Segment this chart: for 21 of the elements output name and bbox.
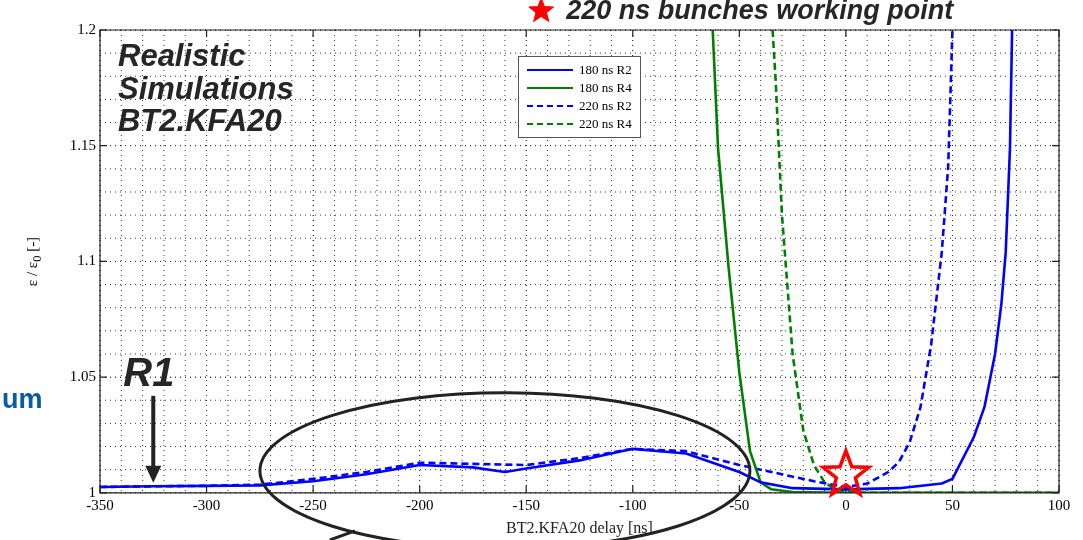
text: 220 ns bunches working point	[566, 0, 954, 25]
x-tick-label: -100	[619, 496, 647, 513]
y-tick-label: 1.1	[77, 252, 96, 269]
x-tick-label: -150	[512, 496, 540, 513]
x-tick-label: 0	[842, 496, 850, 513]
legend-label: 220 ns R4	[579, 116, 632, 132]
y-tick-label: 1.15	[69, 136, 96, 153]
x-tick-label: -300	[192, 496, 221, 513]
legend-label: 180 ns R2	[579, 62, 632, 78]
legend-label: 220 ns R2	[579, 98, 632, 114]
x-tick-label: -200	[405, 496, 434, 513]
x-tick-label: -250	[299, 496, 327, 513]
x-tick-label: 50	[944, 496, 960, 513]
text: um	[2, 384, 43, 415]
annotation: Realistic Simulations BT2.KFA20	[118, 38, 294, 139]
y-tick-label: 1.2	[77, 20, 96, 37]
legend-label: 180 ns R4	[579, 80, 632, 96]
x-tick-label: 100	[1047, 496, 1071, 513]
y-tick-label: 1.05	[69, 368, 96, 385]
annotation: R1	[123, 349, 175, 394]
x-tick-label: -50	[729, 496, 750, 513]
